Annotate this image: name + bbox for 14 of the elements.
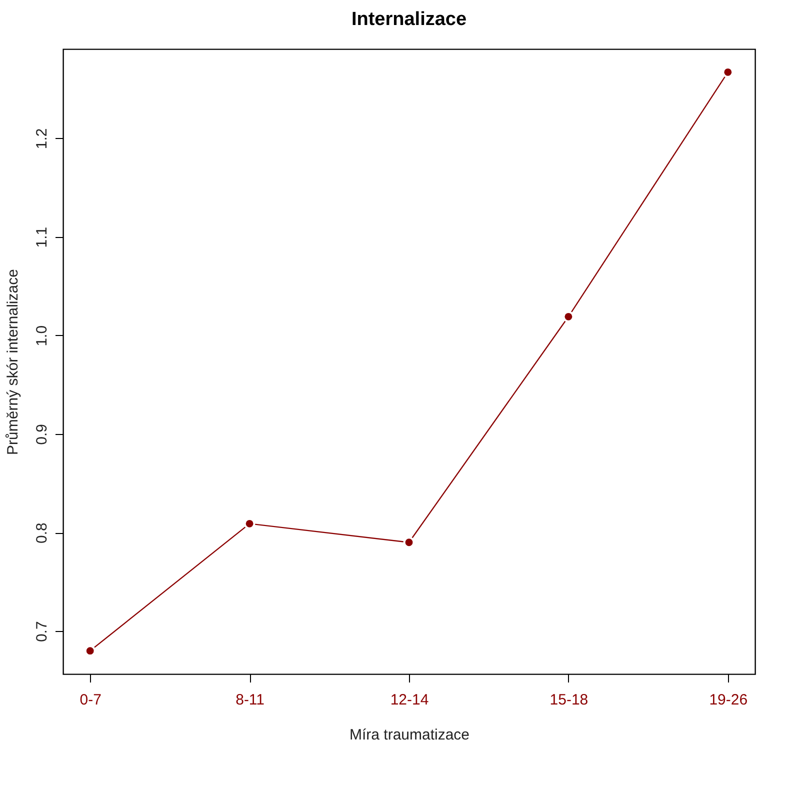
y-tick-label: 1.0 <box>34 325 50 346</box>
x-tick-label: 15-18 <box>550 692 588 708</box>
y-tick-label: 0.8 <box>34 522 50 544</box>
x-tick-label: 0-7 <box>80 692 102 708</box>
x-tick-label: 8-11 <box>236 692 265 708</box>
y-tick-label: 0.9 <box>34 424 50 445</box>
y-tick-label: 1.1 <box>34 226 50 248</box>
y-tick-label: 1.2 <box>34 128 50 150</box>
y-tick-label: 0.7 <box>34 621 50 642</box>
x-tick-label: 12-14 <box>390 692 429 708</box>
chart-title: Internalizace <box>351 9 467 30</box>
x-axis-title: Míra traumatizace <box>349 726 470 744</box>
x-tick-label: 19-26 <box>709 692 748 708</box>
y-axis-title: Průměrný skór internalizace <box>4 269 22 455</box>
